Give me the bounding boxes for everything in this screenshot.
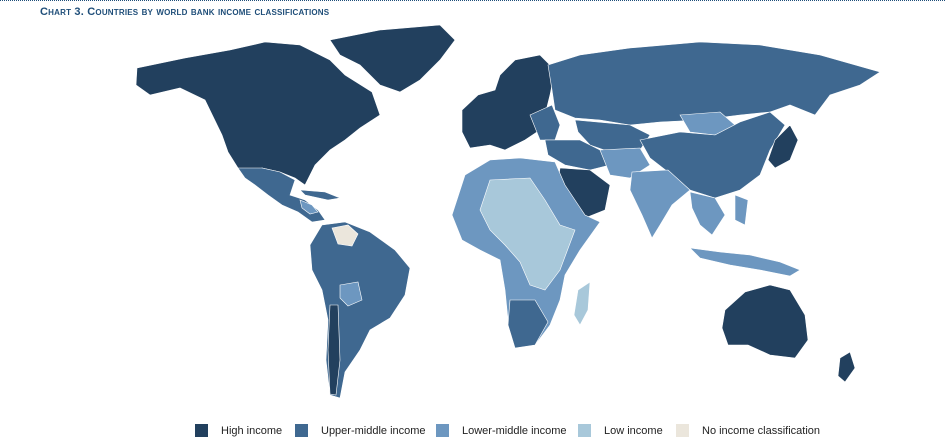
region <box>734 194 749 226</box>
region <box>767 124 799 169</box>
region <box>299 189 342 201</box>
legend-swatch <box>295 424 308 437</box>
region <box>339 281 363 307</box>
region <box>689 247 801 277</box>
legend: High income Upper-middle income Lower-midd… <box>195 424 820 437</box>
legend-label: No income classification <box>702 425 820 437</box>
region <box>689 191 726 236</box>
legend-swatch <box>676 424 689 437</box>
region <box>309 221 411 399</box>
world-map <box>135 24 881 399</box>
region <box>629 169 691 239</box>
region <box>331 224 359 247</box>
legend-label: Lower-middle income <box>462 425 567 437</box>
region <box>507 299 549 349</box>
region <box>529 104 561 141</box>
region <box>135 41 381 186</box>
top-rule <box>0 0 945 1</box>
legend-swatch <box>436 424 449 437</box>
region <box>461 54 556 151</box>
region <box>573 281 591 326</box>
region <box>547 41 881 126</box>
legend-swatch <box>195 424 208 437</box>
region <box>721 284 809 359</box>
legend-label: High income <box>221 425 282 437</box>
chart-title: Chart 3. Countries by world bank income … <box>40 6 330 18</box>
region <box>327 304 341 396</box>
region <box>299 199 319 215</box>
region <box>329 24 456 93</box>
legend-swatch <box>578 424 591 437</box>
region <box>837 351 856 383</box>
legend-label: Low income <box>604 425 663 437</box>
legend-label: Upper-middle income <box>321 425 426 437</box>
region <box>479 177 576 291</box>
region <box>544 139 611 171</box>
